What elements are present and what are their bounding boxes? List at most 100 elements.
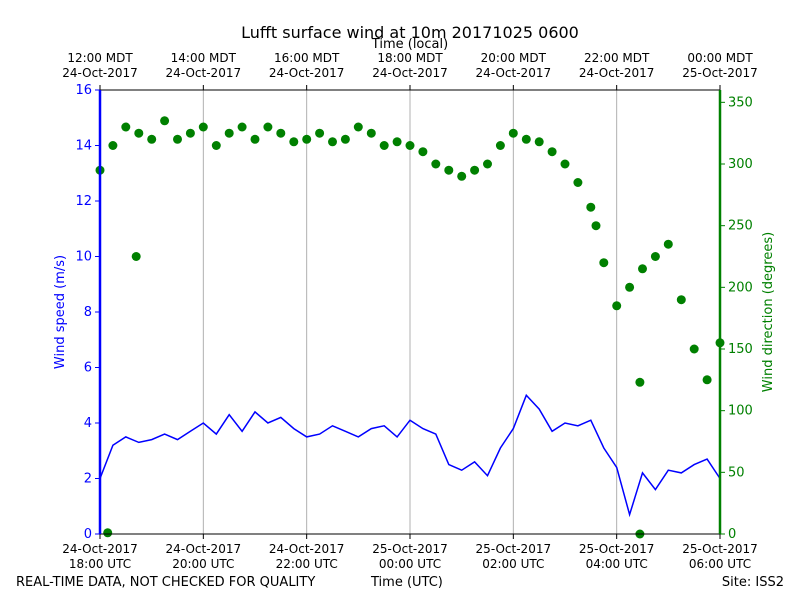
wind-direction-point: [457, 171, 467, 181]
wind-direction-point: [444, 165, 454, 175]
bottom-tick-time: 22:00 UTC: [276, 557, 338, 571]
left-tick-label: 2: [84, 472, 92, 487]
bottom-tick-time: 20:00 UTC: [172, 557, 234, 571]
top-tick-date: 24-Oct-2017: [166, 66, 242, 80]
wind-direction-point: [612, 301, 622, 311]
wind-direction-point: [263, 122, 273, 132]
bottom-tick-time: 00:00 UTC: [379, 557, 441, 571]
top-tick-time: 14:00 MDT: [171, 51, 237, 65]
wind-direction-point: [185, 128, 195, 138]
top-tick-time: 22:00 MDT: [584, 51, 650, 65]
wind-direction-point: [405, 141, 415, 150]
wind-direction-point: [173, 134, 182, 144]
right-tick-label: 50: [728, 465, 745, 480]
wind-direction-point: [573, 178, 583, 187]
wind-direction-point: [534, 137, 544, 147]
left-tick-label: 14: [75, 139, 92, 154]
wind-direction-point: [508, 128, 518, 138]
left-tick-label: 6: [84, 361, 92, 376]
wind-direction-point: [211, 141, 221, 150]
wind-direction-point: [392, 137, 402, 147]
wind-direction-point: [650, 252, 660, 261]
bottom-tick-date: 25-Oct-2017: [372, 542, 448, 556]
bottom-tick-date: 25-Oct-2017: [682, 542, 758, 556]
left-tick-label: 0: [84, 527, 92, 542]
top-axis-label: Time (local): [371, 37, 448, 52]
bottom-tick-date: 25-Oct-2017: [476, 542, 552, 556]
wind-direction-point: [302, 134, 312, 144]
left-axis-label: Wind speed (m/s): [53, 255, 68, 369]
right-tick-label: 350: [728, 95, 753, 110]
top-tick-time: 12:00 MDT: [67, 51, 133, 65]
left-tick-label: 16: [75, 83, 92, 98]
top-tick-time: 16:00 MDT: [274, 51, 340, 65]
wind-direction-point: [237, 122, 247, 132]
bottom-tick-date: 25-Oct-2017: [579, 542, 655, 556]
top-tick-time: 20:00 MDT: [481, 51, 547, 65]
bottom-tick-date: 24-Oct-2017: [62, 542, 138, 556]
right-axis-ticks: 0 50 100 150 200 250 300 350: [720, 95, 753, 542]
footer-x-axis-label: Time (UTC): [371, 575, 443, 590]
wind-direction-point: [547, 147, 557, 157]
wind-direction-point: [431, 159, 441, 169]
wind-speed-line: [99, 393, 721, 518]
wind-direction-point: [366, 128, 376, 138]
wind-direction-point: [160, 116, 170, 126]
wind-direction-point: [470, 165, 480, 175]
wind-direction-point: [521, 134, 531, 144]
top-tick-date: 24-Oct-2017: [476, 66, 552, 80]
wind-direction-point: [495, 141, 505, 150]
right-axis-label: Wind direction (degrees): [761, 232, 776, 392]
top-tick-time: 00:00 MDT: [687, 51, 753, 65]
wind-direction-point: [676, 295, 686, 305]
wind-direction-point: [121, 122, 131, 132]
wind-direction-layer: [95, 116, 725, 539]
right-tick-label: 250: [728, 219, 753, 234]
grid-lines: [202, 90, 618, 534]
wind-direction-point: [147, 134, 157, 144]
right-tick-label: 300: [728, 157, 753, 172]
wind-direction-point: [663, 239, 673, 249]
bottom-tick-time: 04:00 UTC: [586, 557, 648, 571]
top-tick-date: 25-Oct-2017: [682, 66, 758, 80]
wind-direction-point: [702, 375, 712, 385]
left-tick-label: 10: [75, 250, 92, 265]
wind-direction-point: [250, 134, 260, 144]
wind-direction-point: [134, 128, 144, 138]
right-tick-label: 0: [728, 527, 736, 542]
wind-direction-point: [289, 137, 299, 147]
wind-direction-point: [224, 128, 234, 138]
bottom-tick-time: 06:00 UTC: [689, 557, 751, 571]
wind-direction-point: [379, 141, 389, 150]
wind-direction-point: [103, 528, 113, 538]
wind-direction-point: [198, 122, 208, 132]
right-tick-label: 200: [728, 280, 753, 295]
wind-direction-point: [599, 258, 609, 268]
wind-direction-point: [340, 134, 350, 144]
chart-title: Lufft surface wind at 10m 20171025 0600: [241, 23, 579, 42]
bottom-tick-date: 24-Oct-2017: [269, 542, 345, 556]
wind-direction-point: [108, 141, 118, 150]
wind-direction-point: [276, 128, 286, 138]
top-tick-date: 24-Oct-2017: [269, 66, 345, 80]
top-tick-time: 18:00 MDT: [377, 51, 443, 65]
wind-direction-point: [131, 252, 141, 261]
wind-speed-layer: [99, 393, 721, 518]
wind-direction-point: [328, 137, 337, 147]
wind-direction-point: [483, 159, 492, 169]
wind-direction-point: [625, 282, 635, 292]
bottom-tick-date: 24-Oct-2017: [166, 542, 242, 556]
wind-direction-point: [418, 147, 428, 157]
quality-disclaimer: REAL-TIME DATA, NOT CHECKED FOR QUALITY: [16, 575, 316, 590]
top-tick-date: 24-Oct-2017: [372, 66, 448, 80]
bottom-tick-time: 18:00 UTC: [69, 557, 131, 571]
left-tick-label: 12: [75, 194, 92, 209]
top-tick-date: 24-Oct-2017: [579, 66, 655, 80]
wind-direction-point: [689, 344, 699, 354]
wind-direction-point: [353, 122, 363, 132]
right-tick-label: 100: [728, 404, 753, 419]
left-axis-ticks: 0 2 4 6 8 10 12 14 16: [75, 83, 100, 542]
